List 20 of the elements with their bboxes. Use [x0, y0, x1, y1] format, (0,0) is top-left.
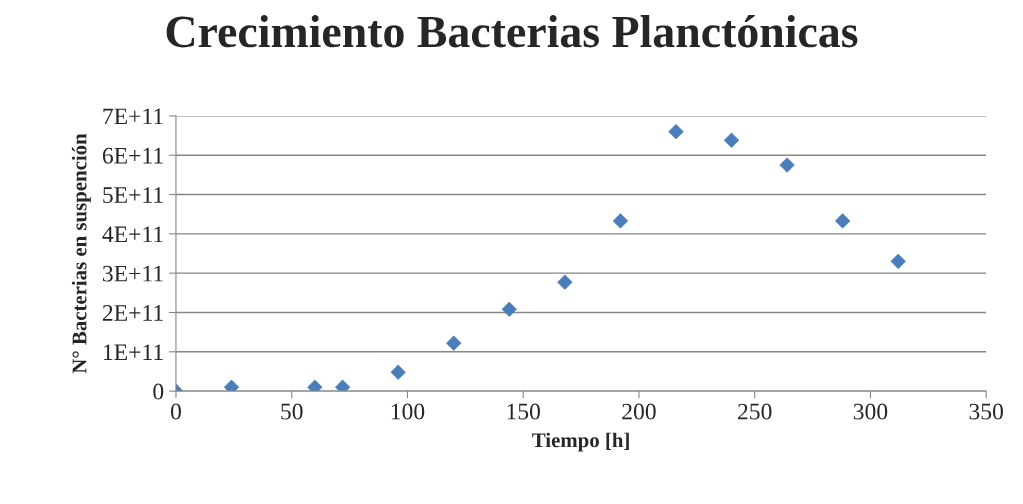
y-tick-label: 4E+11: [102, 226, 163, 243]
y-tick-label: 5E+11: [103, 187, 163, 203]
y-tick-label: 2E+11: [102, 305, 163, 321]
y-axis-title: N° Bacterias en suspención: [71, 133, 91, 374]
x-tick-label: 250: [738, 403, 772, 420]
x-tick-label: 350: [969, 403, 1003, 420]
x-tick-label: 300: [853, 403, 888, 420]
x-tick-label: 100: [391, 403, 425, 420]
x-tick-label: 150: [507, 403, 540, 420]
x-tick-label: 200: [622, 403, 656, 420]
y-tick-label: 7E+11: [103, 108, 163, 125]
chart-title: Crecimiento Bacterias Planctónicas: [166, 15, 858, 48]
point: [307, 379, 323, 392]
y-tick-label: 0: [153, 383, 164, 400]
y-tick-label: 1E+11: [103, 344, 163, 360]
x-tick-label: 0: [170, 403, 181, 420]
x-axis-title: Tiempo [h]: [532, 432, 629, 452]
x-tick-label: 50: [281, 403, 303, 420]
y-tick-label: 3E+11: [103, 265, 163, 282]
y-tick-label: 6E+11: [102, 147, 163, 164]
